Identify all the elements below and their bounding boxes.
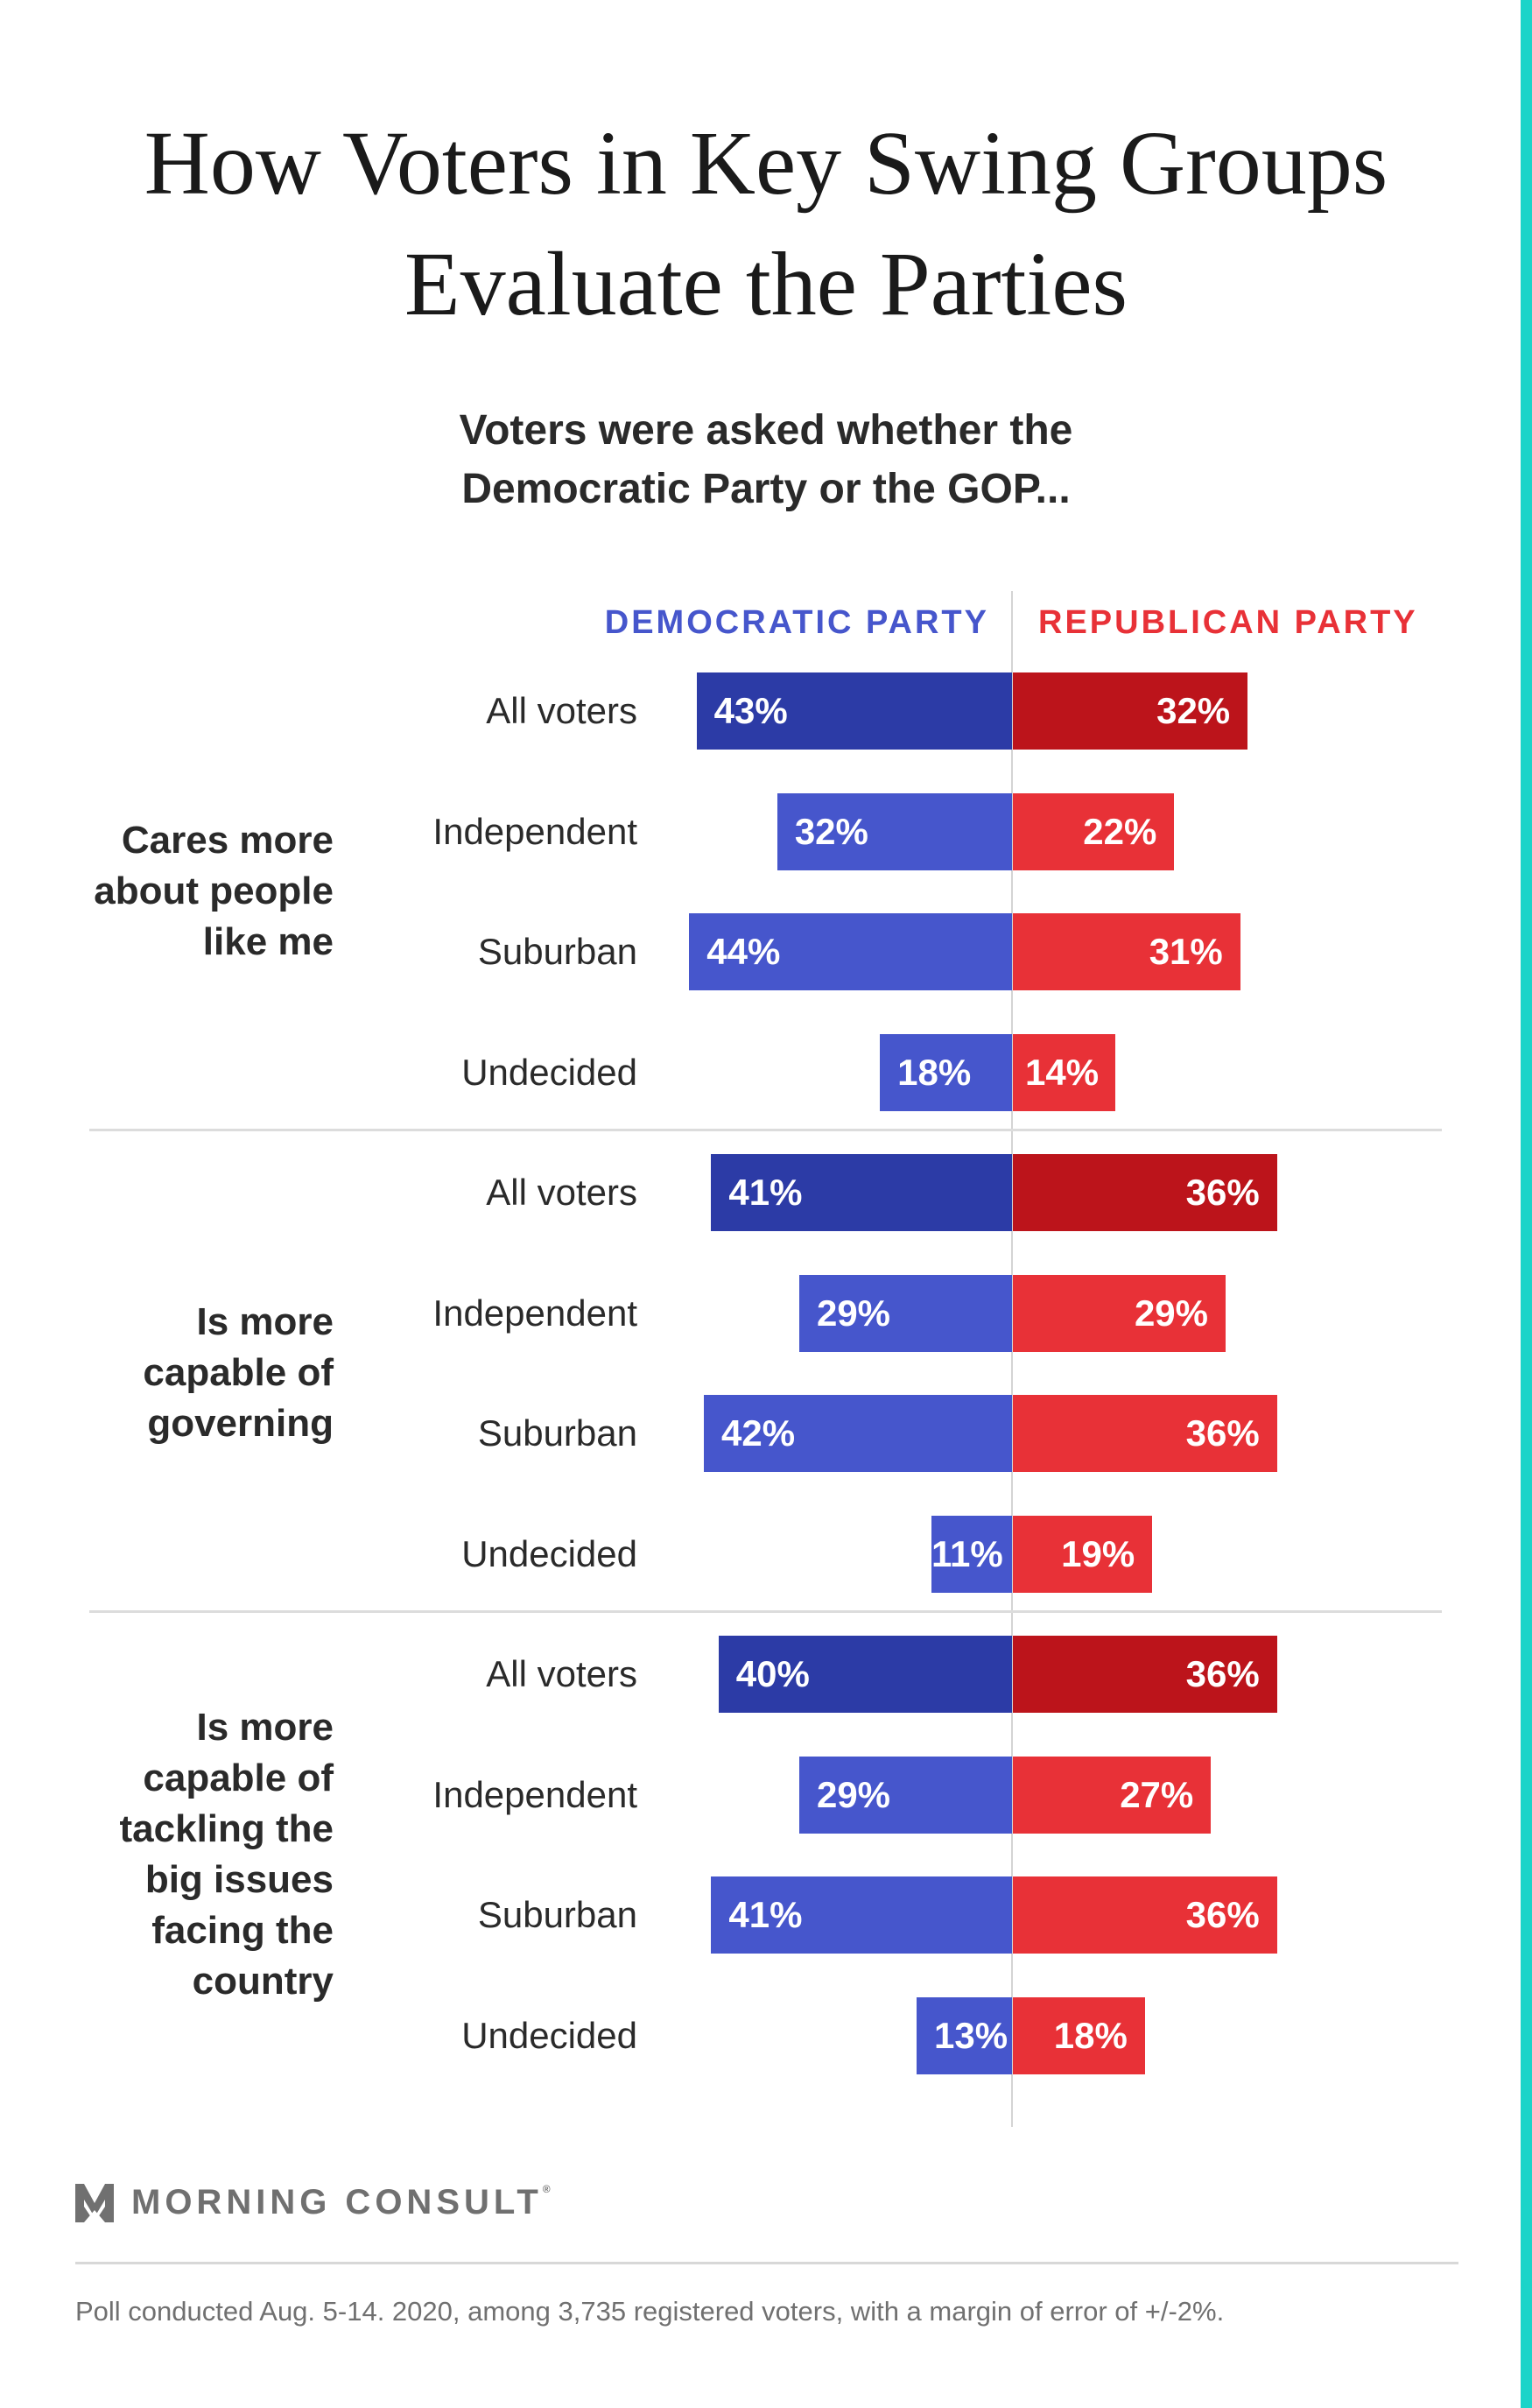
- group-label-line: Cares more: [121, 819, 334, 863]
- legend-democratic: DEMOCRATIC PARTY: [604, 604, 989, 641]
- group-label-line: about people: [94, 870, 334, 913]
- brand-name: MORNING CONSULT®: [131, 2183, 555, 2222]
- category-label: Independent: [432, 1292, 637, 1334]
- bar-democratic: 43%: [696, 672, 1012, 750]
- bar-democratic: 44%: [689, 913, 1012, 990]
- group-label-line: Is more: [196, 1706, 334, 1750]
- group-label-line: facing the: [151, 1909, 334, 1953]
- value-label-republican: 14%: [1025, 1051, 1100, 1093]
- bar-democratic: 18%: [880, 1033, 1012, 1111]
- group-label-line: country: [192, 1960, 334, 2003]
- brand-name-text: MORNING CONSULT: [131, 2183, 543, 2221]
- group-label-line: big issues: [144, 1858, 334, 1902]
- value-label-republican: 36%: [1185, 1412, 1260, 1454]
- value-label-republican: 29%: [1134, 1292, 1209, 1334]
- bar-democratic: 41%: [711, 1154, 1012, 1231]
- group-label-line: governing: [147, 1402, 334, 1446]
- value-label-republican: 27%: [1120, 1773, 1194, 1815]
- bar-republican: 36%: [1013, 1876, 1277, 1954]
- bar-democratic: 29%: [798, 1274, 1012, 1352]
- category-label: Undecided: [461, 1051, 637, 1093]
- bar-republican: 31%: [1013, 913, 1240, 990]
- bar-republican: 36%: [1013, 1395, 1277, 1472]
- chart-title: How Voters in Key Swing Groups Evaluate …: [0, 103, 1532, 345]
- value-label-republican: 36%: [1185, 1172, 1260, 1213]
- value-label-democratic: 29%: [816, 1773, 891, 1815]
- category-label: Suburban: [477, 1894, 637, 1935]
- value-label-democratic: 42%: [721, 1412, 796, 1454]
- bar-republican: 36%: [1013, 1636, 1277, 1713]
- category-label: All voters: [486, 690, 637, 731]
- footer-divider: [75, 2262, 1458, 2264]
- bar-democratic: 41%: [711, 1876, 1012, 1954]
- footnote: Poll conducted Aug. 5-14. 2020, among 3,…: [75, 2296, 1225, 2327]
- value-label-democratic: 41%: [728, 1894, 803, 1935]
- registered-mark: ®: [542, 2183, 555, 2195]
- bar-republican: 22%: [1013, 792, 1175, 870]
- teal-edge-strip: [1521, 0, 1532, 2408]
- value-label-democratic: 29%: [816, 1292, 891, 1334]
- category-label: All voters: [486, 1172, 637, 1213]
- group-label: Cares more about people like me: [36, 815, 334, 968]
- category-label: Undecided: [461, 2014, 637, 2056]
- bar-democratic: 42%: [704, 1395, 1012, 1472]
- group-label: Is more capable of tackling the big issues f…: [36, 1702, 334, 2007]
- bar-republican: 14%: [1013, 1033, 1116, 1111]
- value-label-democratic: 41%: [728, 1172, 803, 1213]
- bar-democratic: 13%: [917, 1996, 1012, 2074]
- title-line: How Voters in Key Swing Groups: [144, 113, 1388, 214]
- group-label: Is more capable of governing: [36, 1297, 334, 1449]
- morning-consult-m-icon: [75, 2183, 114, 2222]
- value-label-republican: 18%: [1053, 2014, 1128, 2056]
- center-axis-line: [1011, 591, 1013, 2127]
- group-divider: [89, 1610, 1442, 1614]
- bar-democratic: 11%: [931, 1515, 1012, 1593]
- bar-democratic: 32%: [777, 792, 1012, 870]
- value-label-republican: 31%: [1149, 931, 1223, 972]
- category-label: Suburban: [477, 1412, 637, 1454]
- chart-subtitle: Voters were asked whether the Democratic…: [0, 401, 1532, 518]
- value-label-democratic: 13%: [934, 2014, 1008, 2056]
- group-label-line: tackling the: [119, 1807, 334, 1851]
- category-label: Independent: [432, 1773, 637, 1815]
- bar-republican: 18%: [1013, 1996, 1145, 2074]
- brand-logo: MORNING CONSULT®: [75, 2183, 555, 2222]
- bar-democratic: 29%: [798, 1756, 1012, 1834]
- subtitle-line: Democratic Party or the GOP...: [461, 466, 1071, 512]
- group-label-line: Is more: [196, 1300, 334, 1344]
- value-label-democratic: 11%: [931, 1532, 1003, 1574]
- group-label-line: capable of: [143, 1351, 334, 1395]
- value-label-democratic: 32%: [794, 810, 868, 852]
- value-label-democratic: 18%: [897, 1051, 972, 1093]
- bar-republican: 19%: [1013, 1515, 1153, 1593]
- subtitle-line: Voters were asked whether the: [459, 407, 1073, 454]
- legend-republican: REPUBLICAN PARTY: [1038, 604, 1418, 641]
- category-label: Suburban: [477, 931, 637, 972]
- value-label-republican: 22%: [1083, 810, 1157, 852]
- bar-republican: 29%: [1013, 1274, 1226, 1352]
- value-label-democratic: 44%: [706, 931, 781, 972]
- title-line: Evaluate the Parties: [404, 234, 1128, 334]
- value-label-republican: 32%: [1156, 690, 1231, 731]
- category-label: All voters: [486, 1653, 637, 1694]
- category-label: Independent: [432, 810, 637, 852]
- group-divider: [89, 1129, 1442, 1132]
- value-label-republican: 19%: [1061, 1532, 1135, 1574]
- value-label-republican: 36%: [1185, 1653, 1260, 1694]
- bar-republican: 32%: [1013, 672, 1248, 750]
- value-label-democratic: 43%: [713, 690, 788, 731]
- category-label: Undecided: [461, 1532, 637, 1574]
- group-label-line: like me: [202, 920, 334, 964]
- bar-democratic: 40%: [718, 1636, 1012, 1713]
- bar-republican: 27%: [1013, 1756, 1212, 1834]
- group-label-line: capable of: [143, 1757, 334, 1800]
- value-label-democratic: 40%: [735, 1653, 810, 1694]
- bar-republican: 36%: [1013, 1154, 1277, 1231]
- value-label-republican: 36%: [1185, 1894, 1260, 1935]
